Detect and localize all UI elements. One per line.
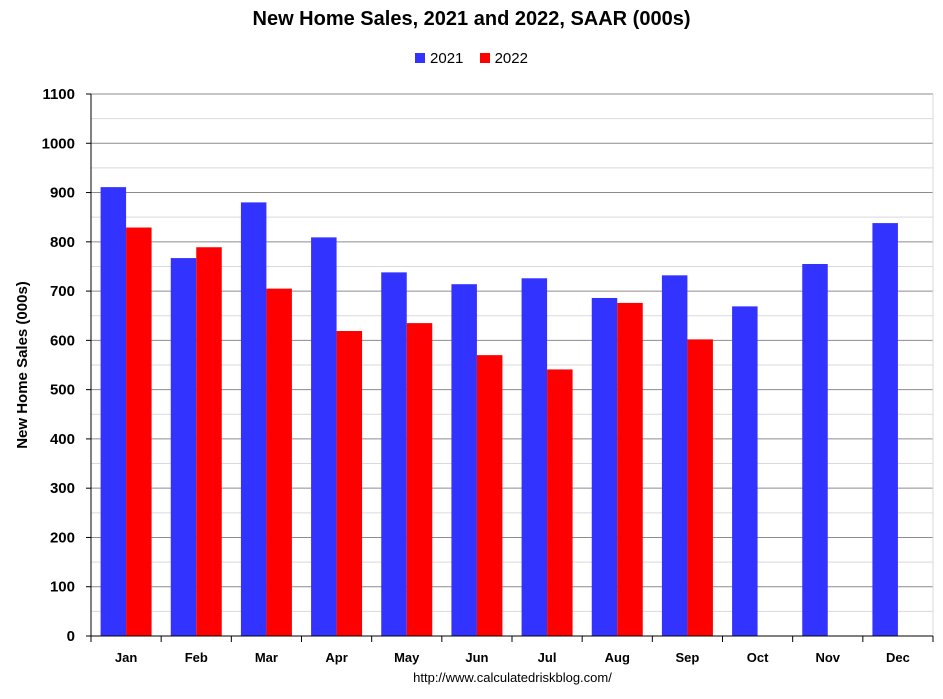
x-tick-label: Feb bbox=[185, 650, 208, 665]
bar-2022-apr bbox=[336, 331, 363, 636]
y-tick-label: 1100 bbox=[42, 86, 75, 103]
y-tick-label: 400 bbox=[50, 431, 75, 448]
legend-swatch-2021 bbox=[415, 53, 426, 63]
legend-swatch-2022 bbox=[479, 53, 490, 63]
y-tick-label: 500 bbox=[50, 382, 75, 399]
y-tick-label: 200 bbox=[50, 529, 75, 546]
legend-item-2021: 2021 bbox=[415, 50, 463, 67]
x-tick-label: Jan bbox=[115, 650, 137, 665]
bar-2021-feb bbox=[170, 258, 197, 636]
y-tick-label: 900 bbox=[50, 185, 75, 202]
x-tick-label: Apr bbox=[325, 650, 347, 665]
legend: 2021 2022 bbox=[0, 50, 943, 67]
bar-2022-aug bbox=[617, 302, 643, 636]
source-url: http://www.calculatedriskblog.com/ bbox=[413, 670, 612, 685]
bar-2021-oct bbox=[732, 306, 758, 636]
x-tick-label: Mar bbox=[255, 650, 278, 665]
y-tick-label: 1000 bbox=[42, 135, 75, 152]
bar-2022-may bbox=[406, 323, 433, 636]
chart-title: New Home Sales, 2021 and 2022, SAAR (000… bbox=[252, 8, 691, 30]
x-tick-label: Nov bbox=[815, 650, 840, 665]
x-tick-label: Oct bbox=[747, 650, 769, 665]
legend-label-2022: 2022 bbox=[494, 50, 528, 67]
bar-2022-jul bbox=[547, 369, 573, 636]
bar-2021-jun bbox=[451, 284, 477, 636]
x-tick-label: Jul bbox=[538, 650, 557, 665]
x-tick-label: Aug bbox=[605, 650, 630, 665]
bar-2022-mar bbox=[266, 288, 292, 636]
legend-label-2021: 2021 bbox=[430, 50, 464, 67]
bar-2021-jan bbox=[100, 187, 127, 636]
bar-2021-sep bbox=[661, 275, 688, 636]
bar-2021-jul bbox=[521, 278, 548, 636]
x-tick-label: Jun bbox=[465, 650, 488, 665]
bar-2021-aug bbox=[591, 297, 618, 636]
bar-2021-may bbox=[381, 272, 407, 636]
bar-2021-mar bbox=[240, 202, 267, 636]
bar-2022-jun bbox=[476, 355, 503, 636]
y-tick-label: 800 bbox=[50, 234, 75, 251]
x-tick-label: May bbox=[394, 650, 420, 665]
y-tick-label: 0 bbox=[67, 628, 75, 645]
y-axis-title: New Home Sales (000s) bbox=[14, 281, 31, 449]
x-tick-label: Dec bbox=[886, 650, 910, 665]
x-tick-label: Sep bbox=[675, 650, 699, 665]
y-tick-label: 600 bbox=[50, 332, 75, 349]
bar-2021-nov bbox=[802, 263, 828, 636]
bar-2021-apr bbox=[311, 237, 337, 636]
bar-2021-dec bbox=[872, 223, 898, 636]
bar-2022-jan bbox=[126, 227, 152, 636]
y-tick-label: 100 bbox=[50, 579, 75, 596]
bar-2022-sep bbox=[687, 339, 713, 636]
y-tick-label: 700 bbox=[50, 283, 75, 300]
y-tick-label: 300 bbox=[50, 480, 75, 497]
legend-item-2022: 2022 bbox=[479, 50, 528, 67]
bar-2022-feb bbox=[196, 247, 222, 637]
